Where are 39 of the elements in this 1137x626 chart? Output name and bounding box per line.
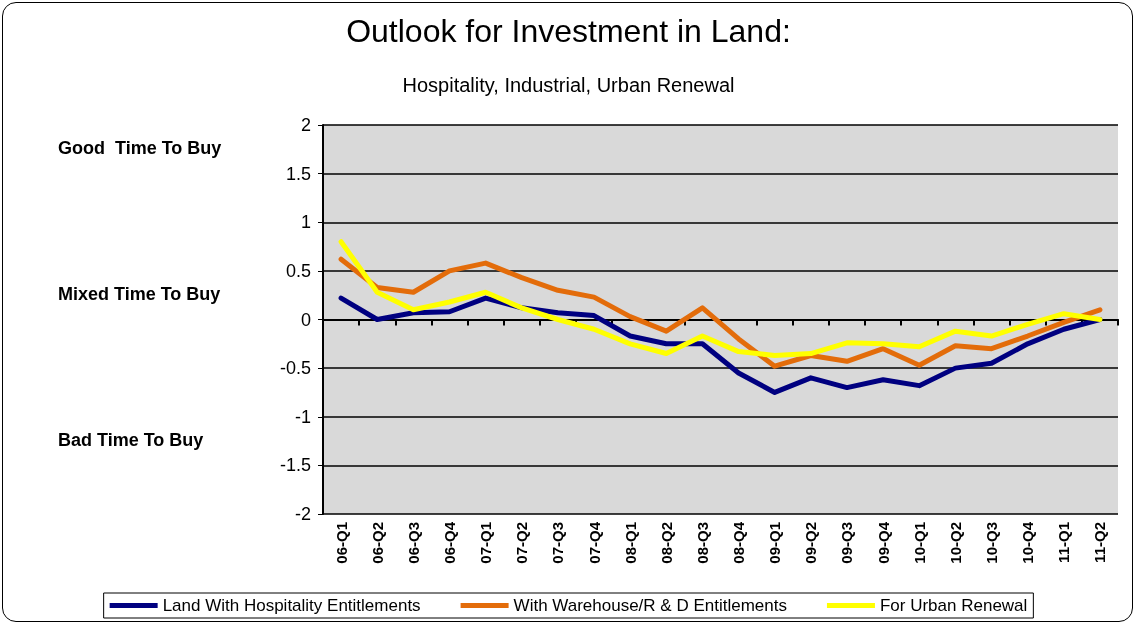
text: Mixed Time To Buy xyxy=(58,284,221,305)
y-tick-label: -1 xyxy=(294,406,311,427)
x-tick-label: 11-Q1 xyxy=(1055,522,1073,563)
y-tick-label: 2 xyxy=(300,115,311,135)
text: Bad Time To Buy xyxy=(58,430,204,451)
x-tick-label: 08-Q1 xyxy=(621,522,639,564)
x-tick-label: 08-Q3 xyxy=(693,522,711,564)
x-tick-label: 08-Q2 xyxy=(657,522,675,564)
y-tick-label: -1.5 xyxy=(279,455,311,476)
chart-subtitle: Hospitality, Industrial, Urban Renewal xyxy=(402,74,735,96)
y-tick-label: 1.5 xyxy=(285,163,311,184)
x-tick-label: 09-Q4 xyxy=(874,521,892,564)
y-tick-label: 1 xyxy=(300,212,311,233)
x-tick-label: 06-Q4 xyxy=(440,521,458,564)
x-tick-label: 06-Q3 xyxy=(404,522,422,564)
x-tick-label: 10-Q4 xyxy=(1019,521,1037,564)
x-tick-label: 09-Q2 xyxy=(802,522,820,564)
y-tick-label: -0.5 xyxy=(279,358,311,379)
chart-title: Outlook for Investment in Land: xyxy=(346,13,791,49)
y-tick-label: 0.5 xyxy=(285,260,311,281)
x-tick-label: 07-Q1 xyxy=(477,522,495,564)
x-tick-label: 08-Q4 xyxy=(730,521,748,564)
x-tick-label: 10-Q2 xyxy=(946,522,964,564)
x-tick-label: 09-Q3 xyxy=(838,522,856,564)
x-tick-label: 09-Q1 xyxy=(766,522,784,564)
y-tick-label: -2 xyxy=(294,504,311,524)
x-tick-label: 10-Q3 xyxy=(983,522,1001,564)
text: Good Time To Buy xyxy=(58,138,222,159)
x-tick-label: 07-Q2 xyxy=(513,522,531,564)
x-tick-label: 07-Q4 xyxy=(585,521,603,564)
legend-label: Land With Hospitality Entitlements xyxy=(162,596,421,615)
x-tick-label: 10-Q1 xyxy=(910,522,928,564)
x-tick-label: 11-Q2 xyxy=(1091,522,1109,563)
y-tick-label: 0 xyxy=(300,309,311,330)
x-tick-label: 07-Q3 xyxy=(549,522,567,564)
legend-label: With Warehouse/R & D Entitlements xyxy=(513,596,787,615)
x-tick-label: 06-Q2 xyxy=(368,522,386,564)
x-tick-label: 06-Q1 xyxy=(332,522,350,564)
legend-label: For Urban Renewal xyxy=(879,596,1028,615)
